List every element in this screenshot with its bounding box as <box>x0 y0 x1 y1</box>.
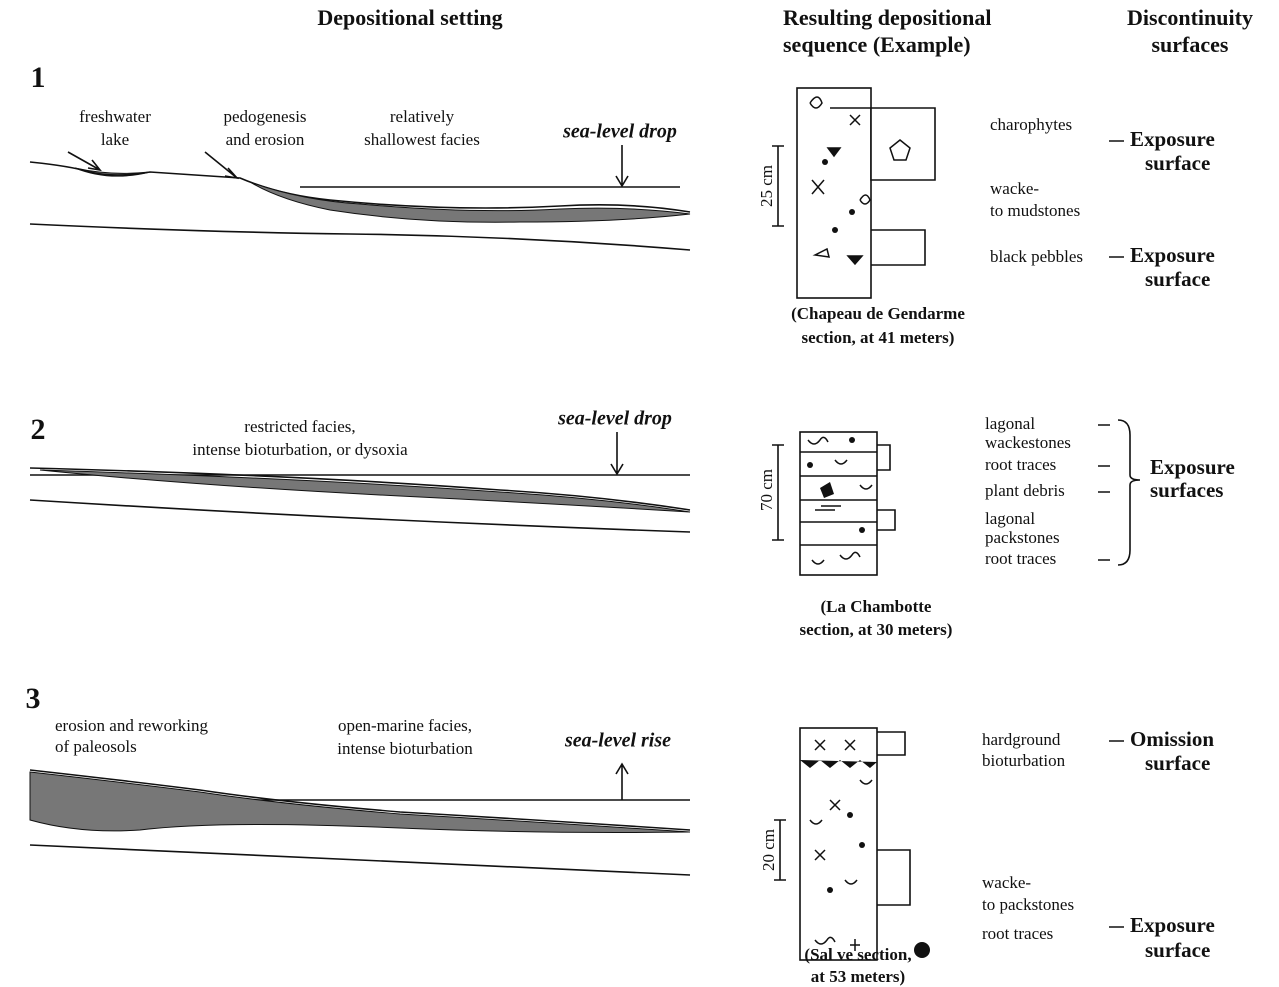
label: open-marine facies, <box>338 716 472 735</box>
header: Discontinuity <box>1127 5 1253 30</box>
header: Resulting depositional <box>783 5 991 30</box>
surface-label: Exposure <box>1130 243 1215 267</box>
sea-level-label: sea-level rise <box>564 730 671 752</box>
section-label: (La Chambotte <box>821 597 932 616</box>
scale-label: 20 cm <box>759 829 778 871</box>
label: erosion and reworking <box>55 716 208 735</box>
surface-label: surface <box>1145 938 1210 962</box>
page: Depositional setting Resulting depositio… <box>0 0 1279 987</box>
facies-label: plant debris <box>985 481 1065 500</box>
facies-label: root traces <box>982 924 1053 943</box>
column-ledge <box>877 732 910 905</box>
label: and erosion <box>226 130 305 149</box>
surface-label: Exposure <box>1150 455 1235 479</box>
surface-label: Exposure <box>1130 127 1215 151</box>
section-label: section, at 30 meters) <box>800 620 953 639</box>
arrow <box>611 432 623 474</box>
arrow <box>616 764 628 800</box>
scale-label: 25 cm <box>757 165 776 207</box>
base-line <box>30 224 690 250</box>
facies-label: charophytes <box>990 115 1072 134</box>
facies-label: root traces <box>985 455 1056 474</box>
figure: Depositional setting Resulting depositio… <box>0 0 1279 987</box>
header: Depositional setting <box>317 5 502 30</box>
facies-label: wacke- <box>990 179 1039 198</box>
facies-label: lagonal <box>985 414 1035 433</box>
surface-label: surface <box>1145 267 1210 291</box>
base-line <box>30 845 690 875</box>
facies-label: to mudstones <box>990 201 1080 220</box>
dash <box>1098 425 1110 560</box>
label: freshwater <box>79 107 151 126</box>
facies-label: lagonal <box>985 509 1035 528</box>
label: relatively <box>390 107 455 126</box>
facies-label: to packstones <box>982 895 1074 914</box>
section-label: (Chapeau de Gendarme <box>791 304 965 323</box>
label: intense bioturbation <box>337 739 473 758</box>
section-column <box>797 88 871 298</box>
dash <box>1109 741 1124 927</box>
label: pedogenesis <box>223 107 306 126</box>
sea-level-label: sea-level drop <box>562 121 677 143</box>
section-label: section, at 41 meters) <box>802 328 955 347</box>
facies-label: wackestones <box>985 433 1071 452</box>
arrow <box>616 145 628 186</box>
facies-label: wacke- <box>982 873 1031 892</box>
surface-label: surface <box>1145 151 1210 175</box>
label: lake <box>101 130 129 149</box>
label: intense bioturbation, or dysoxia <box>192 440 408 459</box>
scale-label: 70 cm <box>757 469 776 511</box>
surface-label: Exposure <box>1130 913 1215 937</box>
sediment <box>250 182 690 222</box>
brace <box>1118 420 1140 565</box>
header: sequence (Example) <box>783 32 971 57</box>
panel-number: 1 <box>31 61 46 94</box>
section-label: at 53 meters) <box>811 967 905 986</box>
label: shallowest facies <box>364 130 480 149</box>
panel-number: 3 <box>26 682 41 715</box>
panel: 2 restricted facies, intense bioturbatio… <box>30 408 1235 639</box>
panel: 3 erosion and reworking of paleosols ope… <box>26 682 1215 986</box>
label: of paleosols <box>55 737 137 756</box>
sea-level-label: sea-level drop <box>557 408 672 430</box>
surface-label: surfaces <box>1150 478 1223 502</box>
panel-number: 2 <box>31 413 46 446</box>
dash <box>1109 141 1124 257</box>
pointer <box>205 152 237 178</box>
surface-label: surface <box>1145 751 1210 775</box>
facies-label: root traces <box>985 549 1056 568</box>
section-column <box>800 432 877 575</box>
facies-label: bioturbation <box>982 751 1066 770</box>
label: restricted facies, <box>244 417 355 436</box>
facies-label: hardground <box>982 730 1061 749</box>
section-label: (Sal ve section, <box>804 945 911 964</box>
facies-label: packstones <box>985 528 1060 547</box>
panel: 1 freshwater lake pedogenesis and erosio… <box>30 61 1215 347</box>
column-ledge <box>871 230 925 265</box>
header: surfaces <box>1152 32 1229 57</box>
surface-label: Omission <box>1130 727 1214 751</box>
facies-label: black pebbles <box>990 247 1083 266</box>
